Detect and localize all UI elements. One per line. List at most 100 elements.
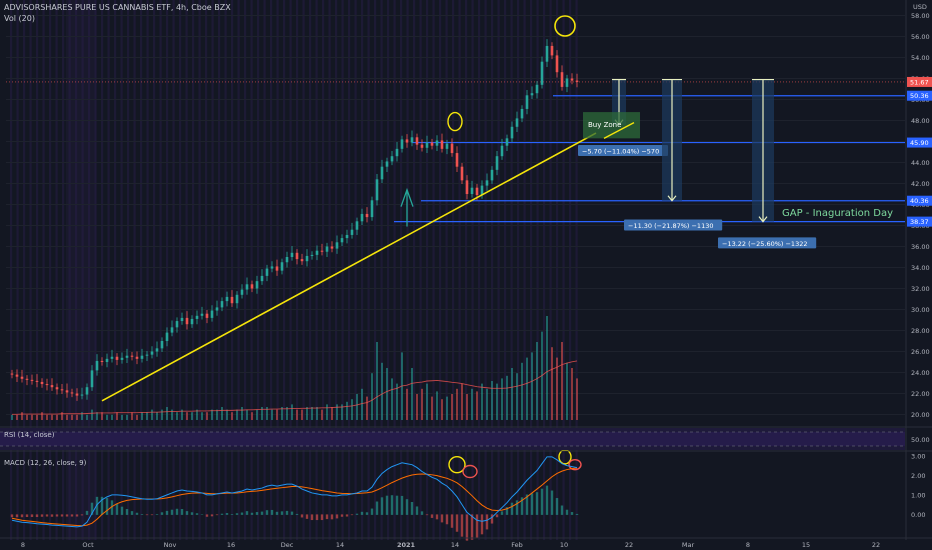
price-tick-label: 42.00 bbox=[911, 180, 930, 188]
macd-histogram-bar bbox=[45, 514, 49, 517]
last-price-tag bbox=[907, 76, 932, 87]
session-band bbox=[367, 0, 370, 540]
candle-body bbox=[385, 161, 389, 167]
session-band bbox=[426, 0, 429, 540]
macd-histogram-bar bbox=[65, 514, 69, 517]
macd-histogram-bar bbox=[285, 510, 289, 515]
macd-indicator-label[interactable]: MACD (12, 26, close, 9) bbox=[4, 459, 87, 467]
macd-histogram-bar bbox=[255, 512, 259, 515]
session-band bbox=[263, 0, 266, 540]
volume-bar bbox=[51, 414, 53, 420]
candle-body bbox=[70, 392, 74, 394]
session-band bbox=[237, 0, 240, 540]
macd-histogram-bar bbox=[490, 514, 494, 524]
macd-histogram-bar bbox=[30, 514, 34, 518]
session-band bbox=[62, 0, 65, 540]
macd-histogram-bar bbox=[540, 488, 544, 515]
session-band bbox=[185, 0, 188, 540]
session-band bbox=[413, 0, 416, 540]
session-band bbox=[556, 0, 559, 540]
volume-bar bbox=[576, 378, 578, 420]
macd-histogram-bar bbox=[405, 499, 409, 515]
volume-bar bbox=[416, 394, 418, 420]
session-band bbox=[328, 0, 331, 540]
macd-histogram-bar bbox=[320, 514, 324, 521]
session-band bbox=[36, 0, 39, 540]
macd-histogram-bar bbox=[70, 514, 74, 517]
macd-histogram-bar bbox=[75, 514, 79, 517]
macd-histogram-bar bbox=[390, 495, 394, 515]
volume-bar bbox=[371, 373, 373, 420]
macd-tick-label: 1.00 bbox=[911, 491, 925, 499]
macd-histogram-bar bbox=[515, 500, 519, 515]
highlight-circle[interactable] bbox=[447, 111, 463, 132]
candle-body bbox=[495, 156, 499, 170]
volume-bar bbox=[476, 391, 478, 420]
macd-signal-line bbox=[11, 467, 578, 527]
volume-bar bbox=[191, 412, 193, 420]
time-tick-label: 22 bbox=[625, 541, 633, 549]
volume-bar bbox=[46, 414, 48, 420]
volume-bar bbox=[396, 383, 398, 420]
time-tick-label: Feb bbox=[511, 541, 523, 549]
volume-bar bbox=[436, 391, 438, 420]
volume-bar bbox=[426, 383, 428, 420]
session-band bbox=[406, 0, 409, 540]
volume-bar bbox=[291, 404, 293, 420]
macd-histogram-bar bbox=[430, 514, 434, 518]
time-axis[interactable]: 8 Oct Nov 16 Dec 14 2021 14 Feb 10 22 Mar 8 15 22 bbox=[0, 537, 932, 549]
session-band bbox=[322, 0, 325, 540]
macd-highlight-circle[interactable] bbox=[448, 455, 466, 474]
volume-bar bbox=[311, 407, 313, 420]
candle-body bbox=[300, 259, 304, 262]
volume-bar bbox=[26, 414, 28, 420]
candle-body bbox=[435, 140, 439, 146]
volume-indicator-label[interactable]: Vol (20) bbox=[4, 14, 35, 23]
macd-histogram-bar bbox=[130, 511, 134, 515]
candle-body bbox=[575, 80, 579, 82]
support-trendline[interactable] bbox=[101, 132, 597, 402]
candle-body bbox=[505, 138, 509, 146]
candle-body bbox=[550, 45, 554, 56]
measure-label-box[interactable] bbox=[624, 219, 723, 231]
highlight-circle[interactable] bbox=[554, 15, 576, 37]
candle-body bbox=[95, 360, 99, 371]
candle-body bbox=[55, 387, 59, 390]
candle-body bbox=[255, 281, 259, 289]
volume-bar bbox=[566, 362, 568, 420]
candle-body bbox=[565, 78, 569, 87]
currency-label: USD bbox=[913, 3, 927, 11]
level-price-label: 38.37 bbox=[910, 218, 929, 226]
volume-bar bbox=[226, 409, 228, 420]
macd-histogram-bar bbox=[15, 514, 19, 518]
volume-bar bbox=[36, 414, 38, 420]
price-tick-label: 54.00 bbox=[911, 54, 930, 62]
macd-histogram-bar bbox=[365, 512, 369, 515]
candle-body bbox=[240, 289, 244, 295]
macd-histogram-bar bbox=[85, 510, 89, 515]
macd-highlight-circle[interactable] bbox=[568, 458, 582, 471]
macd-histogram-bar bbox=[80, 514, 84, 516]
candle-body bbox=[225, 296, 229, 302]
volume-bar bbox=[256, 409, 258, 420]
drawing-annotations[interactable]: −5.70 (−11.04%) −570 −11.30 (−21.87%) −11… bbox=[101, 15, 893, 479]
measure-label-box[interactable] bbox=[578, 145, 668, 156]
session-band bbox=[101, 0, 104, 540]
session-band bbox=[354, 0, 357, 540]
candle-body bbox=[405, 139, 409, 143]
candle-body bbox=[135, 356, 139, 359]
macd-histogram-bar bbox=[565, 509, 569, 515]
session-band bbox=[458, 0, 461, 540]
level-price-tag bbox=[907, 137, 932, 148]
macd-highlight-circle[interactable] bbox=[462, 464, 478, 479]
gap-annotation-text[interactable]: GAP - Inaguration Day bbox=[782, 208, 893, 219]
session-band bbox=[172, 0, 175, 540]
volume-bar bbox=[196, 409, 198, 420]
level-price-tag bbox=[907, 195, 932, 206]
rsi-indicator-label[interactable]: RSI (14, close) bbox=[4, 431, 55, 439]
volume-bar bbox=[471, 388, 473, 420]
measure-label-box[interactable] bbox=[718, 237, 817, 249]
macd-histogram-bar bbox=[120, 506, 124, 515]
price-axis[interactable]: 58.0056.0054.0052.0050.0048.0046.0044.00… bbox=[905, 0, 932, 540]
